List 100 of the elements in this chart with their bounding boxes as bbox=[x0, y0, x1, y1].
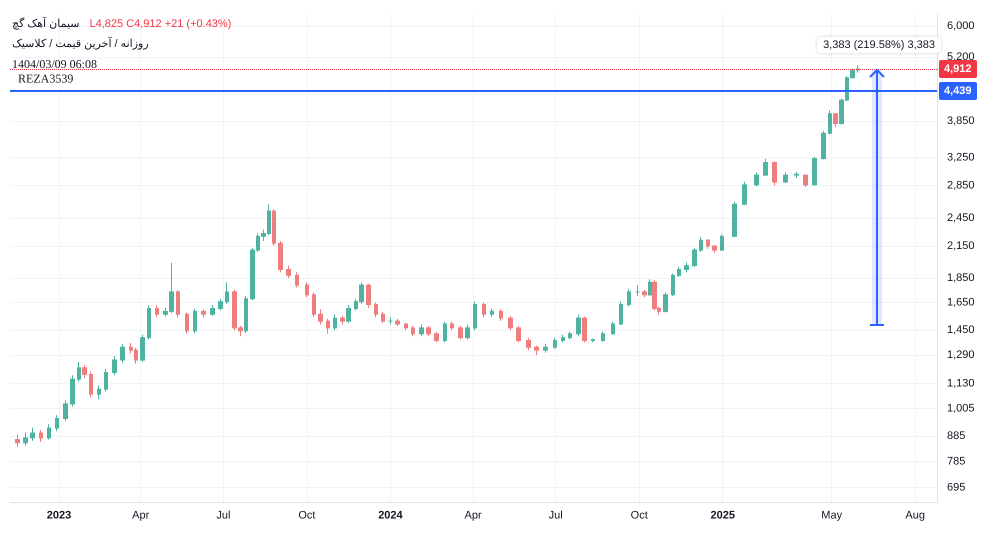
candlestick bbox=[97, 385, 101, 400]
x-tick-label: Oct bbox=[298, 510, 316, 522]
candlestick bbox=[326, 318, 330, 334]
x-tick-label: Jul bbox=[216, 510, 230, 522]
candlestick bbox=[534, 345, 539, 356]
candlestick bbox=[783, 172, 788, 184]
candlestick bbox=[663, 292, 668, 314]
x-tick-label: May bbox=[821, 510, 843, 522]
candlestick bbox=[833, 112, 838, 128]
candlestick bbox=[706, 238, 710, 250]
candlestick bbox=[772, 160, 777, 186]
annotation: 1404/03/09 06:08 bbox=[12, 57, 98, 71]
candlestick bbox=[272, 208, 276, 246]
candlestick bbox=[516, 325, 521, 343]
text: روزانه / آخرین قیمت / کلاسیک bbox=[12, 36, 150, 52]
x-tick-label: Oct bbox=[630, 510, 648, 522]
candlestick bbox=[366, 283, 371, 308]
candlestick bbox=[210, 304, 215, 316]
candlestick bbox=[692, 247, 697, 268]
candlestick bbox=[619, 301, 623, 326]
candlestick bbox=[15, 434, 20, 448]
candlestick bbox=[508, 315, 513, 331]
candlestick bbox=[140, 334, 145, 362]
candlestick bbox=[794, 171, 799, 179]
candlestick bbox=[395, 318, 400, 326]
y-tick-label: 1,005 bbox=[947, 402, 975, 415]
candlestick bbox=[576, 314, 581, 337]
candlestick bbox=[176, 289, 180, 318]
candlestick bbox=[499, 308, 503, 322]
y-tick-label: 1,130 bbox=[947, 378, 975, 390]
candlestick bbox=[568, 331, 572, 340]
candlestick bbox=[411, 325, 415, 337]
candlestick bbox=[611, 321, 615, 336]
candlestick bbox=[77, 361, 81, 382]
candlestick bbox=[112, 356, 117, 376]
annotation: 3,383 (219.58%) 3,383 bbox=[817, 36, 941, 53]
candlestick bbox=[490, 308, 494, 318]
candlestick bbox=[295, 272, 299, 288]
y-tick-label: 885 bbox=[947, 430, 966, 442]
candlestick bbox=[374, 302, 378, 318]
candlestick bbox=[684, 262, 689, 273]
y-tick-label: 3,850 bbox=[947, 115, 975, 128]
candlestick bbox=[70, 374, 75, 408]
candlestick bbox=[434, 331, 439, 343]
y-tick-label: 3,250 bbox=[947, 151, 975, 164]
y-tick-label: 1,850 bbox=[947, 272, 975, 284]
candlestick bbox=[201, 308, 206, 318]
candlestick bbox=[812, 156, 817, 186]
candlestick bbox=[333, 314, 337, 331]
candlestick bbox=[754, 172, 759, 187]
candlestick bbox=[677, 266, 681, 278]
candlestick bbox=[155, 304, 159, 318]
candlestick bbox=[426, 325, 431, 337]
candlestick bbox=[419, 324, 424, 337]
candlestick bbox=[63, 400, 68, 422]
candlestick bbox=[458, 325, 463, 340]
candlestick bbox=[305, 282, 309, 298]
candlestick bbox=[543, 343, 548, 354]
x-tick-label: 2023 bbox=[46, 510, 72, 522]
candlestick bbox=[553, 337, 557, 350]
candlestick bbox=[803, 174, 808, 188]
x-tick-label: 2025 bbox=[710, 510, 735, 522]
candlestick bbox=[627, 288, 631, 307]
x-tick-label: Aug bbox=[905, 510, 925, 522]
y-tick-label: 5,200 bbox=[947, 50, 975, 63]
y-tick-label: 2,850 bbox=[947, 180, 975, 192]
candlestick bbox=[591, 338, 595, 343]
candlestick bbox=[244, 296, 248, 334]
chart-title: سیمان آهک گچ bbox=[12, 16, 80, 32]
candlestick bbox=[312, 292, 316, 318]
candlestick bbox=[482, 302, 486, 318]
candlestick bbox=[712, 244, 717, 254]
candlestick bbox=[652, 280, 657, 311]
candlestick bbox=[147, 304, 151, 340]
candlestick bbox=[648, 278, 652, 297]
annotation: L4,825 C4,912 +21 (+0.43%) bbox=[89, 17, 232, 32]
candlestick bbox=[561, 334, 565, 343]
candlestick bbox=[582, 316, 587, 343]
annotation: 4,912 bbox=[944, 62, 972, 75]
candlestick bbox=[286, 265, 291, 279]
ref-line-label: REZA3539 bbox=[18, 72, 74, 86]
y-tick-label: 1,650 bbox=[947, 296, 975, 309]
candlestick bbox=[720, 234, 724, 252]
candlestick bbox=[699, 236, 703, 252]
candlestick bbox=[185, 312, 189, 334]
candlestick bbox=[473, 301, 477, 331]
x-tick-label: Jul bbox=[548, 510, 563, 522]
candlestick bbox=[821, 130, 826, 160]
candlestick bbox=[465, 324, 470, 340]
candlestick bbox=[218, 298, 223, 311]
candlestick bbox=[39, 429, 43, 443]
candlestick bbox=[340, 315, 345, 325]
candlestick bbox=[732, 201, 737, 238]
candlestick bbox=[318, 308, 323, 325]
y-tick-label: 2,150 bbox=[947, 240, 975, 252]
candlestick bbox=[388, 316, 393, 325]
annotation: 4,439 bbox=[939, 82, 977, 100]
candlestick bbox=[346, 304, 351, 324]
y-tick-label: 1,290 bbox=[947, 349, 975, 362]
candlestick bbox=[642, 289, 647, 298]
